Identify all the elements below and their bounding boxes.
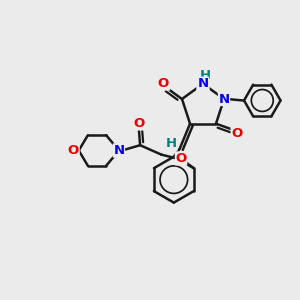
- Text: O: O: [68, 144, 79, 157]
- Text: O: O: [158, 76, 169, 90]
- Text: H: H: [166, 137, 177, 150]
- Text: N: N: [197, 77, 208, 90]
- Text: N: N: [197, 77, 208, 90]
- Text: O: O: [176, 152, 187, 165]
- Text: H: H: [200, 69, 211, 82]
- Text: H: H: [199, 71, 210, 84]
- Text: O: O: [232, 127, 243, 140]
- Text: N: N: [113, 144, 124, 157]
- Text: O: O: [133, 117, 144, 130]
- Text: N: N: [218, 92, 230, 106]
